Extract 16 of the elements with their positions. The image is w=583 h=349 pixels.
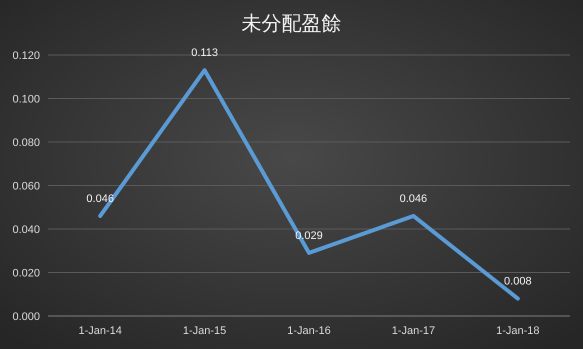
y-tick-label: 0.000 xyxy=(12,311,40,323)
y-tick-label: 0.020 xyxy=(12,268,40,280)
x-tick-label: 1-Jan-16 xyxy=(287,325,331,337)
x-tick-label: 1-Jan-17 xyxy=(392,325,436,337)
y-tick-label: 0.040 xyxy=(12,224,40,236)
y-tick-label: 0.100 xyxy=(12,94,40,106)
chart-title: 未分配盈餘 xyxy=(242,13,342,35)
data-label: 0.046 xyxy=(400,192,428,205)
y-tick-label: 0.060 xyxy=(12,180,40,192)
y-tick-label: 0.080 xyxy=(12,137,40,149)
x-tick-label: 1-Jan-18 xyxy=(496,325,540,337)
data-label: 0.113 xyxy=(191,47,218,60)
x-tick-label: 1-Jan-14 xyxy=(78,325,122,337)
y-tick-label: 0.120 xyxy=(12,50,40,62)
x-tick-label: 1-Jan-15 xyxy=(182,325,226,337)
data-label: 0.008 xyxy=(504,276,532,288)
